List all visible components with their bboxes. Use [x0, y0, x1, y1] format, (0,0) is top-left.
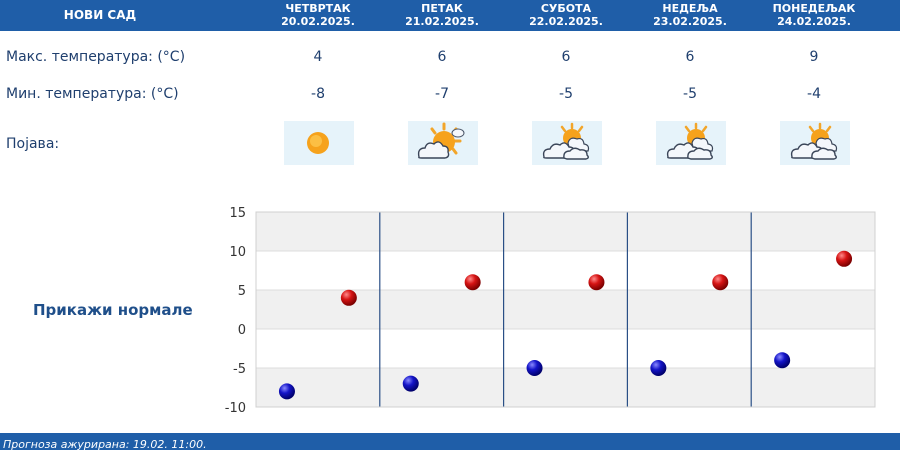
y-tick-label: -10: [225, 401, 246, 416]
max-temp-value: 9: [809, 49, 819, 65]
min-temp-value: -8: [311, 86, 325, 102]
day-date: 22.02.2025.: [529, 15, 603, 28]
max-temp-point: [712, 274, 729, 291]
min-temp-value: -4: [807, 86, 821, 102]
day-name: НЕДЕЉА: [662, 2, 718, 15]
max-temp-point: [588, 274, 605, 291]
day-header: ПЕТАК 21.02.2025.: [380, 2, 504, 28]
day-header: СУБОТА 22.02.2025.: [504, 2, 628, 28]
day-name: ЧЕТВРТАК: [285, 2, 351, 15]
min-temp-value: -7: [435, 86, 449, 102]
min-temp-point: [402, 375, 419, 392]
day-date: 24.02.2025.: [777, 15, 851, 28]
day-header: НЕДЕЉА 23.02.2025.: [628, 2, 752, 28]
day-name: СУБОТА: [540, 2, 592, 15]
max-temp-label: Макс. температура: (°C): [6, 49, 186, 65]
max-temp-value: 6: [561, 49, 571, 65]
grid-band: [256, 212, 875, 251]
grid-band: [256, 368, 875, 407]
updated-text: Прогноза ажурирана: 19.02. 11:00.: [3, 438, 207, 450]
day-header: ЧЕТВРТАК 20.02.2025.: [256, 2, 380, 28]
show-normals-link[interactable]: Прикажи нормале: [33, 301, 193, 319]
day-date: 23.02.2025.: [653, 15, 727, 28]
min-temp-point: [278, 383, 295, 400]
max-temp-value: 6: [685, 49, 695, 65]
grid-band: [256, 290, 875, 329]
y-tick-label: 10: [229, 245, 246, 260]
mostly-cloudy-icon: [532, 121, 602, 165]
phenomenon-label: Појава:: [6, 136, 60, 152]
sunny-icon: [284, 121, 354, 165]
day-date: 21.02.2025.: [405, 15, 479, 28]
min-temp-point: [650, 360, 667, 376]
max-temp-value: 6: [437, 49, 447, 65]
mostly-cloudy-icon: [656, 121, 726, 165]
y-tick-label: 5: [238, 284, 246, 299]
y-tick-label: 15: [229, 206, 246, 221]
max-temp-value: 4: [313, 49, 323, 65]
mostly-cloudy-icon: [780, 121, 850, 165]
day-date: 20.02.2025.: [281, 15, 355, 28]
day-name: ПЕТАК: [421, 2, 463, 15]
forecast-footer: Прогноза ажурирана: 19.02. 11:00.: [0, 433, 900, 450]
min-temp-value: -5: [559, 86, 573, 102]
y-tick-label: 0: [238, 323, 246, 338]
min-temp-label: Мин. температура: (°C): [6, 86, 179, 102]
min-temp-point: [774, 352, 791, 369]
max-temp-point: [836, 250, 853, 267]
y-tick-label: -5: [233, 362, 246, 377]
forecast-header: НОВИ САД ЧЕТВРТАК 20.02.2025. ПЕТАК 21.0…: [0, 0, 900, 31]
day-name: ПОНЕДЕЉАК: [772, 2, 856, 15]
city-name: НОВИ САД: [63, 8, 137, 22]
min-temp-value: -5: [683, 86, 697, 102]
max-temp-point: [340, 289, 357, 306]
max-temp-point: [464, 274, 481, 291]
plot-frame: [255, 211, 876, 408]
min-temp-point: [526, 360, 543, 376]
day-header: ПОНЕДЕЉАК 24.02.2025.: [752, 2, 876, 28]
temperature-chart: 15 10 5 0 -5 -10: [225, 206, 876, 416]
partly-cloudy-icon: [408, 121, 478, 165]
